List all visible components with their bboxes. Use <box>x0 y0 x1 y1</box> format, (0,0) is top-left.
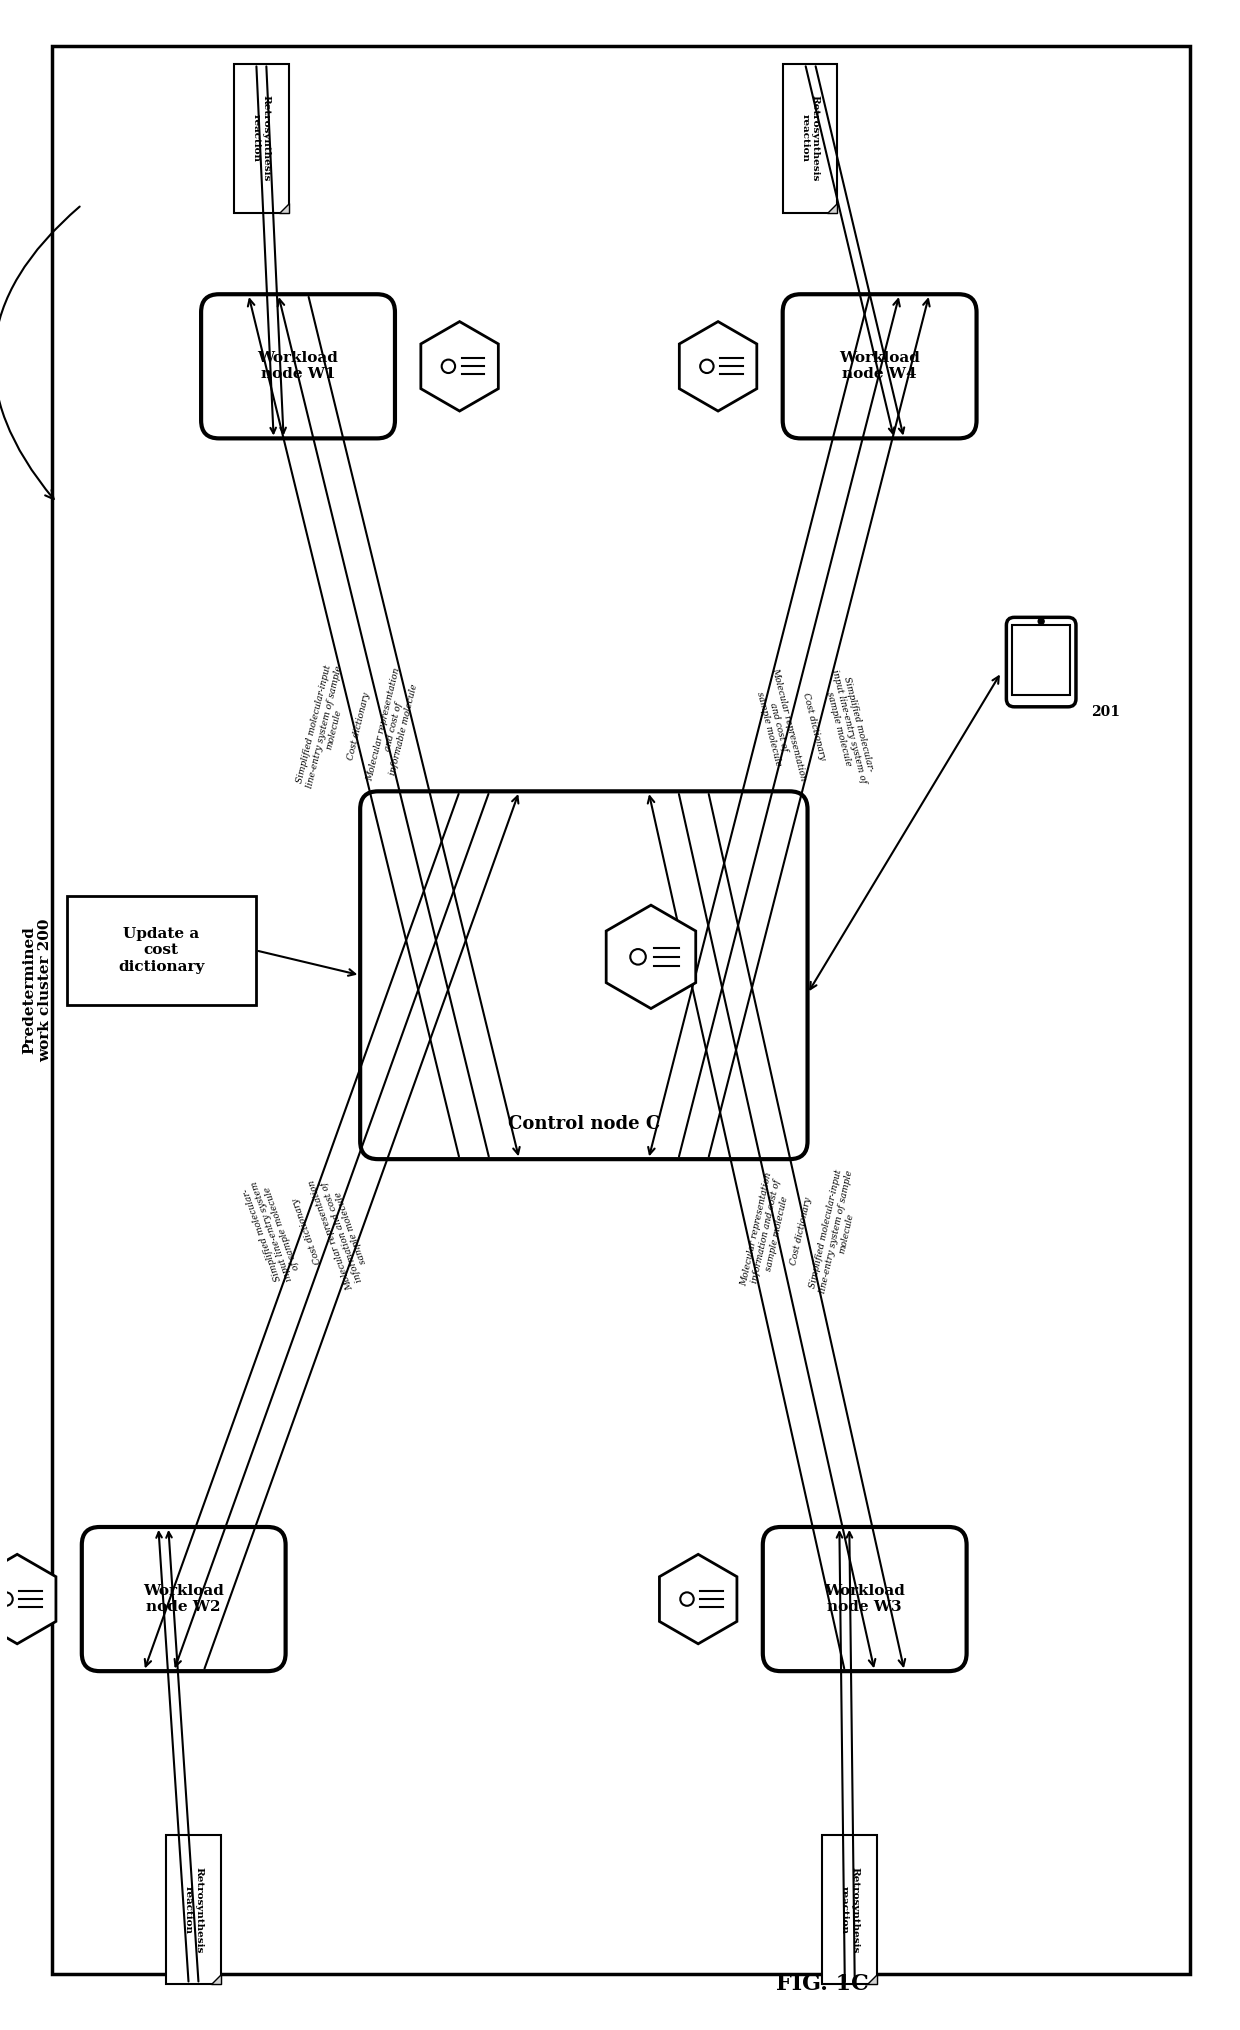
FancyBboxPatch shape <box>360 792 807 1159</box>
Text: Simplified molecular-input
line-entry system of sample
molecule: Simplified molecular-input line-entry sy… <box>808 1167 864 1295</box>
Text: Control node C: Control node C <box>507 1114 660 1133</box>
Text: Workload
node W4: Workload node W4 <box>839 351 920 382</box>
Text: FIG. 1C: FIG. 1C <box>776 1973 869 1995</box>
Text: Simplified molecular-
input line-entry system of
sample molecule: Simplified molecular- input line-entry s… <box>820 666 878 788</box>
Bar <box>166 1835 221 1983</box>
Polygon shape <box>827 203 837 213</box>
Text: Workload
node W2: Workload node W2 <box>144 1583 224 1614</box>
Text: Update a
cost
dictionary: Update a cost dictionary <box>118 928 205 974</box>
Circle shape <box>701 359 713 374</box>
Bar <box>782 63 837 213</box>
FancyBboxPatch shape <box>201 294 396 438</box>
Text: Molecular representation
and cost of
sample molecule: Molecular representation and cost of sam… <box>750 666 807 788</box>
Bar <box>67 895 255 1005</box>
Circle shape <box>0 1592 12 1606</box>
Polygon shape <box>660 1555 737 1644</box>
Text: Simplified molecular-input
line-entry system of sample
molecule: Simplified molecular-input line-entry sy… <box>295 662 353 792</box>
Bar <box>1012 625 1070 694</box>
Polygon shape <box>211 1975 221 1983</box>
Polygon shape <box>0 1555 56 1644</box>
Text: Cost dictionary: Cost dictionary <box>291 1198 322 1265</box>
Text: Workload
node W1: Workload node W1 <box>258 351 339 382</box>
FancyBboxPatch shape <box>763 1527 967 1671</box>
Polygon shape <box>680 321 756 410</box>
Circle shape <box>630 950 646 964</box>
Text: Retrosynthesis
reaction: Retrosynthesis reaction <box>800 95 820 181</box>
FancyBboxPatch shape <box>1007 617 1076 706</box>
Text: Cost dictionary: Cost dictionary <box>346 692 372 761</box>
Polygon shape <box>867 1975 877 1983</box>
Bar <box>822 1835 877 1983</box>
Polygon shape <box>420 321 498 410</box>
Text: Molecular representation
information and cost of
sample molecule: Molecular representation information and… <box>739 1171 794 1291</box>
Text: Cost dictionary: Cost dictionary <box>790 1196 813 1267</box>
Circle shape <box>1038 619 1044 625</box>
Polygon shape <box>606 905 696 1009</box>
Text: Retrosynthesis
reaction: Retrosynthesis reaction <box>184 1866 203 1953</box>
FancyBboxPatch shape <box>82 1527 285 1671</box>
Text: Retrosynthesis
reaction: Retrosynthesis reaction <box>252 95 272 181</box>
FancyBboxPatch shape <box>782 294 977 438</box>
Text: Molecular representation
and cost of
informable molecule: Molecular representation and cost of inf… <box>366 666 422 788</box>
Text: Cost dictionary: Cost dictionary <box>801 692 827 761</box>
Text: Molecular representation
information and cost of
sample molecule: Molecular representation information and… <box>308 1171 376 1291</box>
Text: Workload
node W3: Workload node W3 <box>825 1583 905 1614</box>
Circle shape <box>681 1592 693 1606</box>
Bar <box>234 63 289 213</box>
Polygon shape <box>279 203 289 213</box>
Text: Simplified molecular-
input line-entry system
of sample molecule: Simplified molecular- input line-entry s… <box>241 1177 304 1285</box>
Text: Retrosynthesis
reaction: Retrosynthesis reaction <box>839 1866 859 1953</box>
Text: Predetermined
work cluster 200: Predetermined work cluster 200 <box>22 918 52 1062</box>
Text: 201: 201 <box>1091 704 1120 719</box>
Circle shape <box>441 359 455 374</box>
